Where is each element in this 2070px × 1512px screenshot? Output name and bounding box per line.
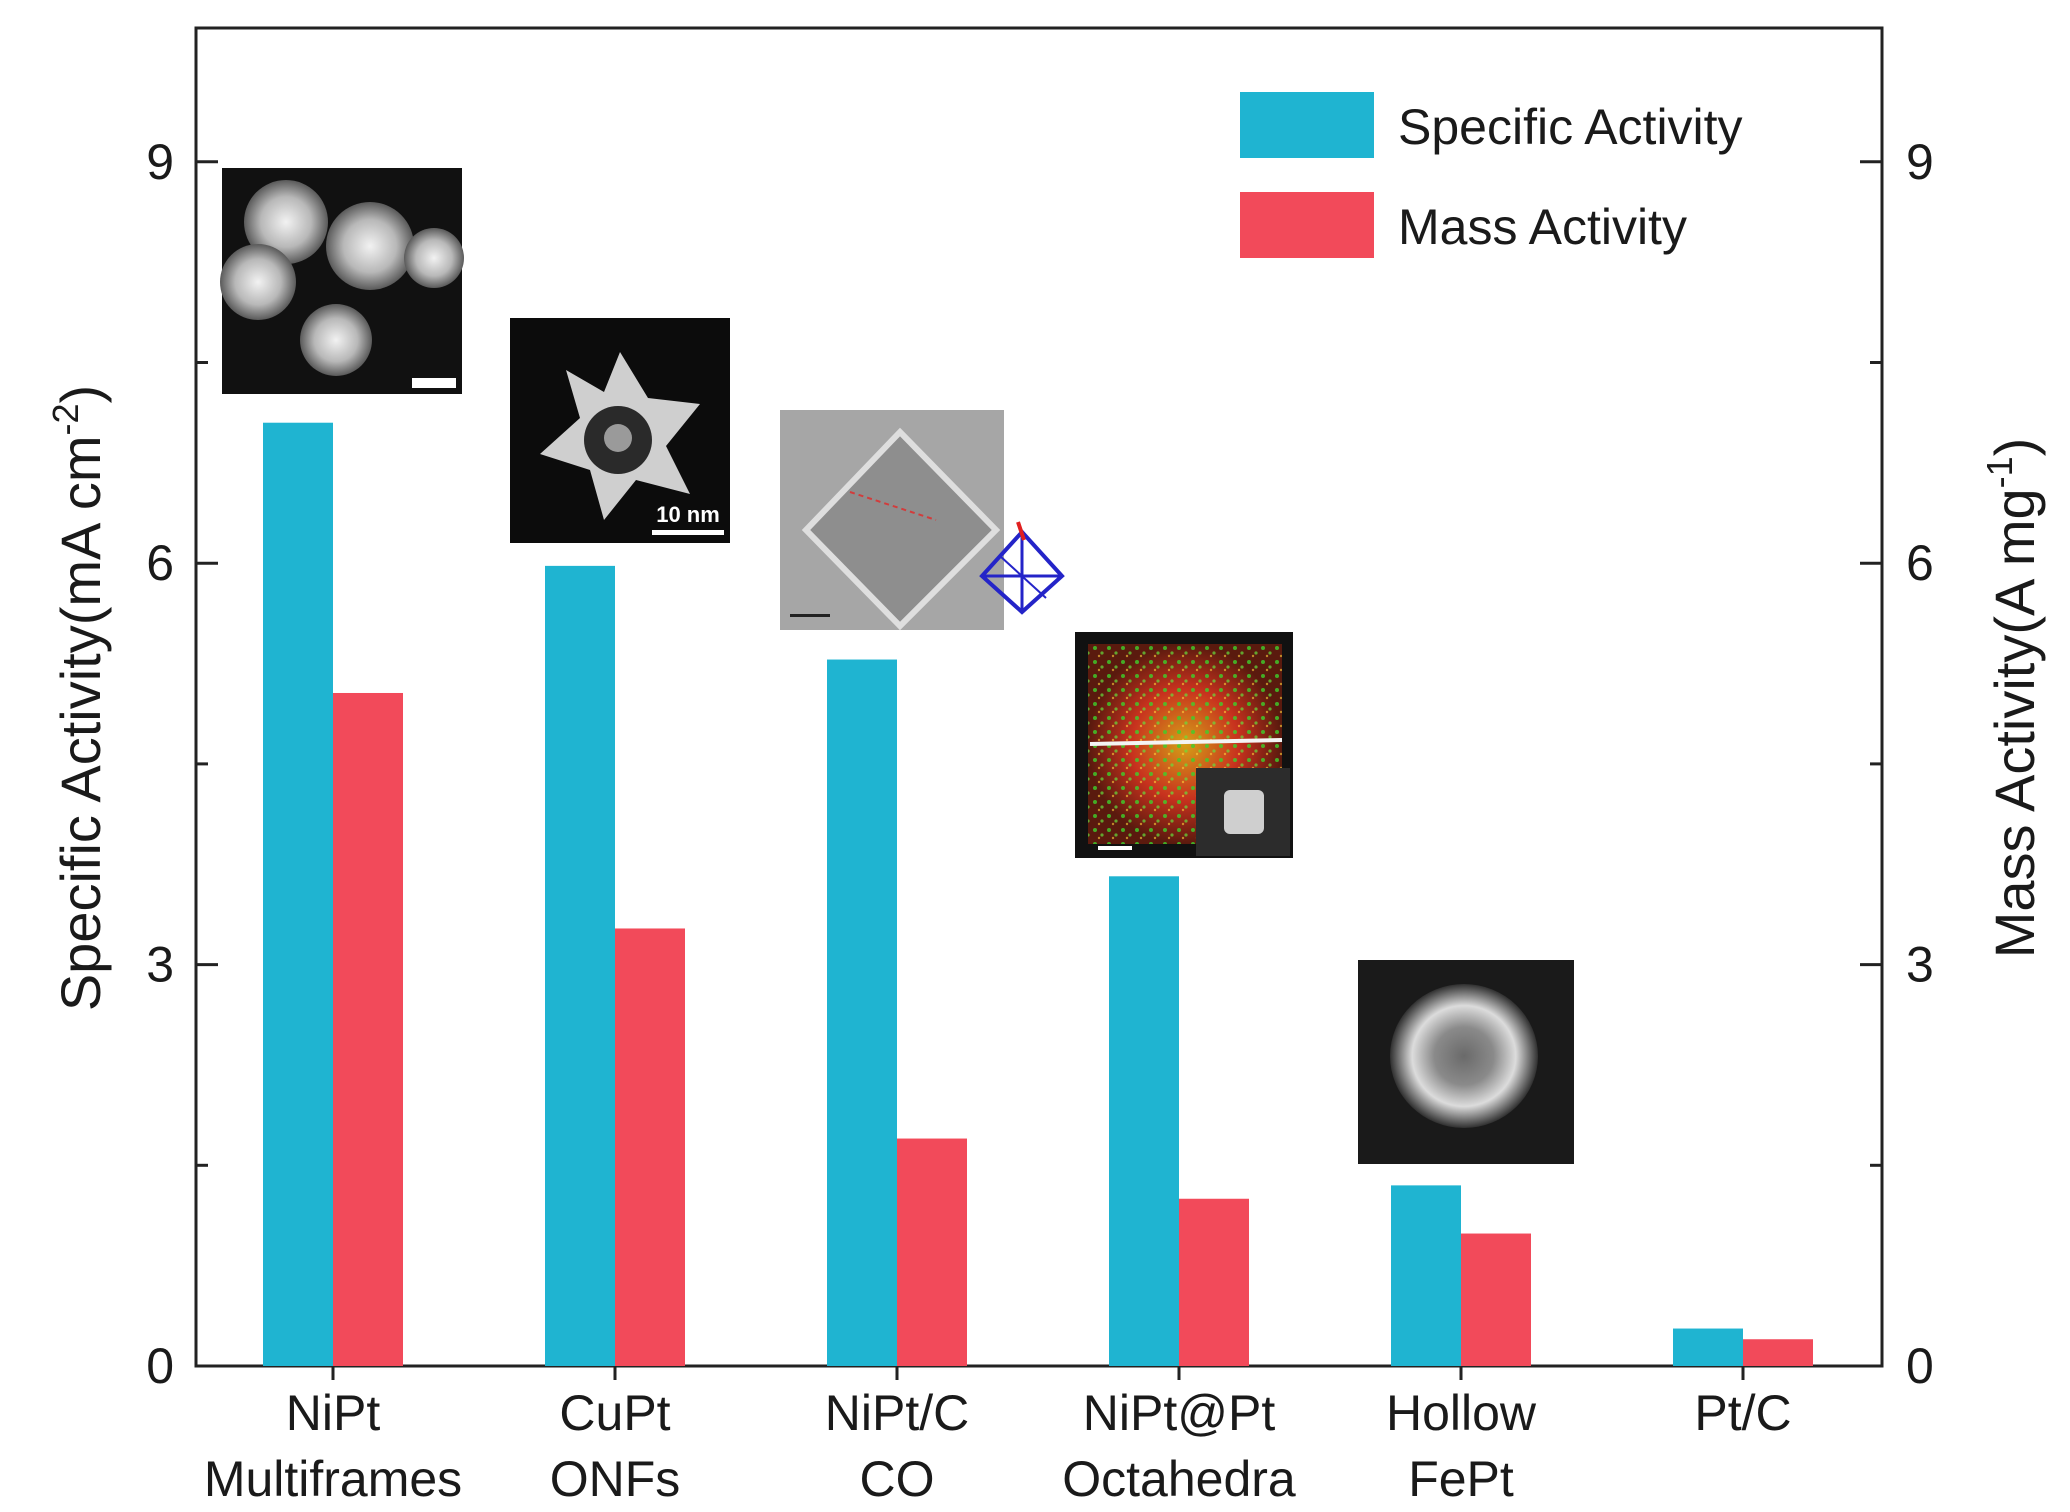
legend: Specific Activity Mass Activity [1240,92,1743,258]
left-tick-label-2: 6 [146,535,174,591]
bar-specific-0 [263,422,333,1367]
right-tick-label-1: 3 [1906,937,1934,993]
left-tick-label-1: 3 [146,937,174,993]
legend-swatch-specific [1240,92,1374,158]
octahedron-model-icon [979,521,1065,615]
right-tick-label-3: 9 [1906,134,1934,190]
legend-label-specific: Specific Activity [1398,99,1743,155]
category-label-3-1: Octahedra [1062,1451,1296,1507]
legend-label-mass: Mass Activity [1398,199,1687,255]
plot-frame [194,26,1884,1368]
bar-mass-4 [1461,1233,1531,1366]
bar-specific-3 [1109,876,1179,1366]
left-tick-label-3: 9 [146,134,174,190]
inset-nipt-multiframes [220,168,464,394]
category-label-0-0: NiPt [286,1385,381,1441]
right-tick-label-0: 0 [1906,1338,1934,1394]
bar-specific-5 [1673,1328,1743,1366]
category-label-3-0: NiPt@Pt [1083,1385,1276,1441]
right-tick-label-2: 6 [1906,535,1934,591]
category-label-4-0: Hollow [1386,1385,1537,1441]
legend-swatch-mass [1240,192,1374,258]
left-axis-title: Specific Activity(mA cm-2) [45,385,112,1011]
inset-hollow-fept [1358,960,1574,1164]
category-label-2-0: NiPt/C [825,1385,969,1441]
category-labels-layer: NiPt Multiframes CuPt ONFs NiPt/C CO NiPt@Pt Oc… [204,1385,1792,1507]
category-label-4-1: FePt [1408,1451,1514,1507]
bar-specific-1 [545,565,615,1366]
right-axis-title: Mass Activity(A mg-1) [1979,438,2046,959]
bar-specific-4 [1391,1185,1461,1366]
category-label-2-1: CO [860,1451,935,1507]
bar-specific-2 [827,659,897,1366]
bar-mass-3 [1179,1198,1249,1366]
bar-mass-1 [615,928,685,1366]
bar-mass-2 [897,1138,967,1366]
bar-mass-0 [333,692,403,1366]
ticks-layer: 0 0 3 3 6 6 9 9 [146,134,1934,1394]
category-label-1-0: CuPt [559,1385,670,1441]
left-tick-label-0: 0 [146,1338,174,1394]
inset-nipt-c-co [780,410,1004,631]
inset-cupt-onfs: 10 nm [510,318,730,543]
category-label-5-0: Pt/C [1694,1385,1791,1441]
category-label-0-1: Multiframes [204,1451,462,1507]
inset-nipt-at-pt-octahedra [1075,632,1293,858]
category-label-1-1: ONFs [550,1451,681,1507]
bars-layer [263,422,1813,1367]
bar-mass-5 [1743,1339,1813,1366]
inset-scale-label: 10 nm [656,502,720,527]
